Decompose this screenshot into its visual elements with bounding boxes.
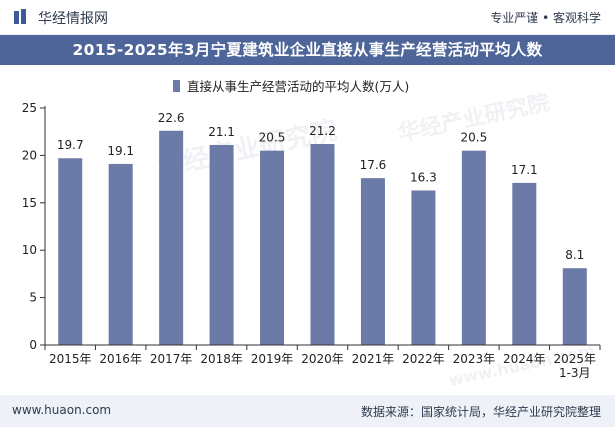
data-label: 22.6 (158, 111, 185, 125)
bar (411, 190, 436, 345)
x-tick-label: 2018年 (200, 352, 243, 366)
data-label: 16.3 (410, 170, 437, 184)
data-label: 20.5 (461, 131, 488, 145)
x-tick-label: 2015年 (49, 352, 92, 366)
data-label: 17.1 (511, 163, 538, 177)
book-icon (14, 9, 26, 24)
x-tick-label: 2020年 (301, 352, 344, 366)
y-tick-label: 10 (22, 243, 37, 257)
footer-url[interactable]: www.huaon.com (12, 403, 112, 417)
footer: www.huaon.com 数据来源：国家统计局，华经产业研究院整理 (0, 395, 615, 427)
x-tick-label: 2016年 (99, 352, 142, 366)
x-tick-label: 2017年 (150, 352, 193, 366)
data-label: 19.1 (107, 144, 134, 158)
y-axis: 0 5 10 15 20 25 (22, 101, 46, 352)
y-tick-label: 25 (22, 101, 37, 115)
bar (310, 144, 335, 345)
bar (562, 268, 587, 345)
bar (260, 150, 285, 345)
x-tick-label: 1-3月 (559, 366, 591, 380)
bar (209, 144, 234, 345)
value-labels: 19.7 19.1 22.6 21.1 20.5 21.2 17.6 16.3 20.5 17.1… (57, 111, 584, 262)
x-tick-label: 2025年 (553, 352, 596, 366)
bar-chart: 华经产业研究院 华经产业研究院 www.huaon.com 直接从事生产经营活动… (22, 79, 601, 390)
legend: 直接从事生产经营活动的平均人数(万人) (173, 79, 409, 94)
x-tick-label: 2019年 (251, 352, 294, 366)
x-tick-label: 2021年 (352, 352, 395, 366)
legend-label: 直接从事生产经营活动的平均人数(万人) (187, 79, 409, 94)
tagline: 专业严谨 • 客观科学 (490, 11, 601, 25)
data-label: 8.1 (565, 248, 584, 262)
bar (159, 130, 184, 345)
bars (58, 130, 587, 345)
bar (360, 178, 385, 345)
y-tick-label: 20 (22, 148, 37, 162)
x-tick-label: 2022年 (402, 352, 445, 366)
data-label: 19.7 (57, 138, 84, 152)
x-tick-label: 2023年 (453, 352, 496, 366)
data-source: 数据来源：国家统计局，华经产业研究院整理 (360, 405, 601, 419)
top-bar: 华经情报网 专业严谨 • 客观科学 (0, 0, 615, 35)
y-tick-label: 0 (29, 338, 37, 352)
brand-name[interactable]: 华经情报网 (38, 11, 108, 27)
data-label: 21.2 (309, 124, 336, 138)
legend-swatch (173, 80, 180, 92)
bar (108, 163, 133, 345)
data-label: 17.6 (360, 158, 387, 172)
bar (58, 158, 83, 345)
bar (512, 182, 537, 345)
x-tick-label: 2024年 (503, 352, 546, 366)
y-tick-label: 15 (22, 196, 37, 210)
data-label: 21.1 (208, 125, 235, 139)
y-tick-label: 5 (29, 291, 37, 305)
x-axis: 2015年 2016年 2017年 2018年 2019年 2020年 2021年 2022年… (44, 344, 601, 380)
chart-title: 2015-2025年3月宁夏建筑业企业直接从事生产经营活动平均人数 (0, 35, 615, 65)
data-label: 20.5 (259, 131, 286, 145)
bar (461, 150, 486, 345)
